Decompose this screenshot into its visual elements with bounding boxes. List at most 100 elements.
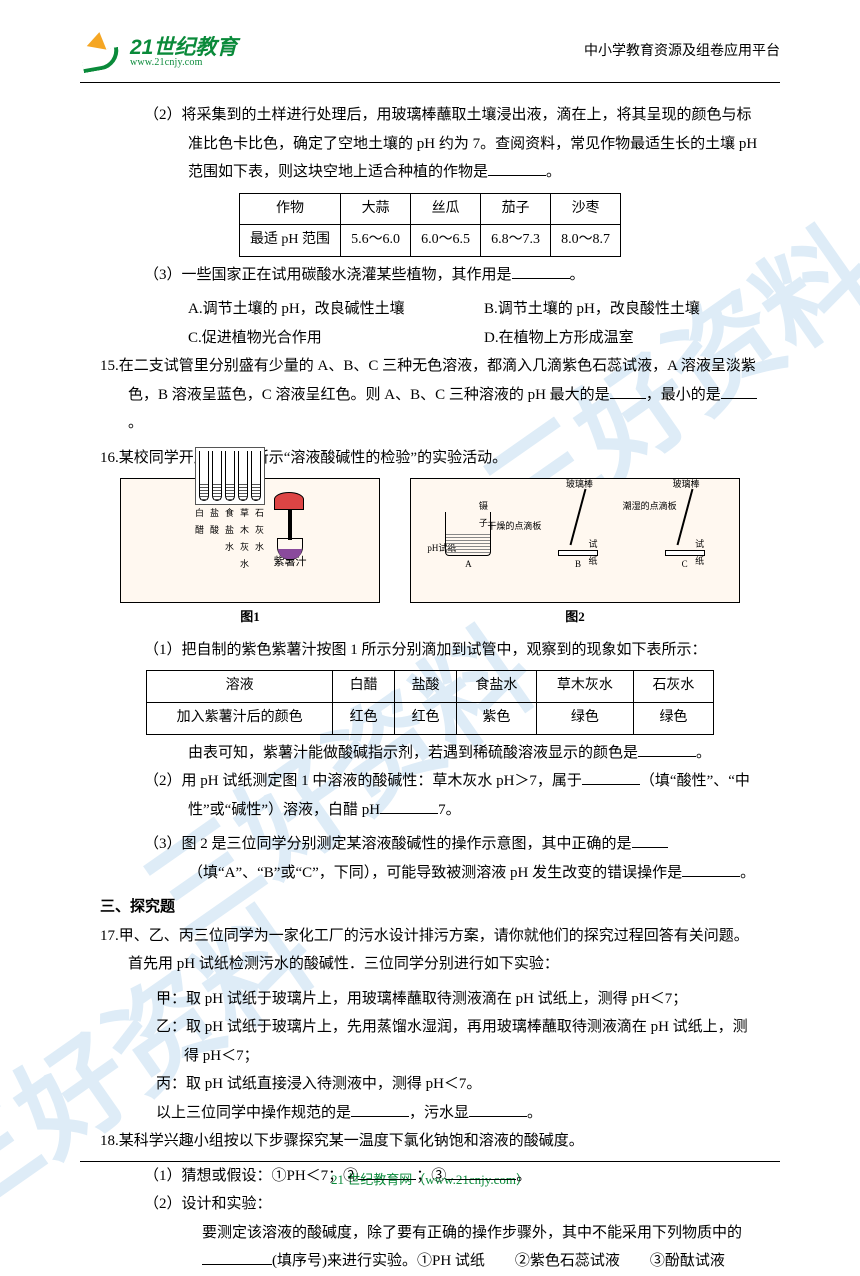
blank (721, 384, 757, 399)
q17-tail: 以上三位同学中操作规范的是 ，污水显 。 (100, 1099, 760, 1128)
blank (582, 770, 640, 785)
table-cell: 白醋 (333, 671, 395, 703)
option-d: D.在植物上方形成温室 (484, 324, 760, 353)
text: （1）猜想或假设：①PH＜7；② (144, 1168, 358, 1184)
setup-b: 玻璃棒 试纸 B (558, 488, 598, 573)
text: 。 (696, 745, 711, 761)
table-cell: 石灰水 (634, 671, 714, 703)
test-tubes-icon (195, 447, 265, 505)
blank (512, 264, 570, 279)
table-cell: 绿色 (634, 702, 714, 734)
text: 。 (527, 1105, 542, 1121)
table-cell: 丝瓜 (411, 193, 481, 225)
q17-yi: 乙：取 pH 试纸于玻璃片上，先用蒸馏水湿润，再用玻璃棒蘸取待测液滴在 pH 试… (128, 1013, 760, 1070)
paper-label: 试纸 (695, 536, 705, 570)
q16-figures: 白醋 盐酸 食盐水 草木灰水 石灰水 紫薯汁 (100, 478, 760, 630)
glass-rod-label: 玻璃棒 (566, 476, 593, 493)
table-cell: 加入紫薯汁后的颜色 (147, 702, 333, 734)
q17-bing: 丙：取 pH 试纸直接浸入待测液中，测得 pH＜7。 (100, 1070, 760, 1099)
text: 。 (546, 164, 561, 180)
table-cell: 大蒜 (341, 193, 411, 225)
text: （3）图 2 是三位同学分别测定某溶液酸碱性的操作示意图，其中正确的是 (144, 836, 632, 852)
table-cell: 草木灰水 (536, 671, 633, 703)
logo: 21世纪教育 www.21cnjy.com (80, 30, 237, 74)
funnel-icon (274, 492, 306, 552)
table-cell: 盐酸 (395, 671, 457, 703)
table-cell: 作物 (239, 193, 340, 225)
blank (682, 862, 740, 877)
q15: 15.在二支试管里分别盛有少量的 A、B、C 三种无色溶液，都滴入几滴紫色石蕊试… (100, 352, 760, 438)
figure-1: 白醋 盐酸 食盐水 草木灰水 石灰水 紫薯汁 (120, 478, 380, 630)
q17-jia: 甲：取 pH 试纸于玻璃片上，用玻璃棒蘸取待测液滴在 pH 试纸上，测得 pH＜… (100, 985, 760, 1014)
blank (488, 161, 546, 176)
q14-sub3-options: A.调节土壤的 pH，改良碱性土壤 B.调节土壤的 pH，改良酸性土壤 C.促进… (100, 295, 760, 352)
text: 。 (740, 865, 755, 881)
logo-title: 21世纪教育 (130, 37, 237, 58)
fig2-caption: 图2 (410, 605, 740, 630)
document-body: （2）将采集到的土样进行处理后，用玻璃棒蘸取土壤浸出液，滴在上，将其呈现的颜色与… (0, 101, 860, 1276)
q14-sub2: （2）将采集到的土样进行处理后，用玻璃棒蘸取土壤浸出液，滴在上，将其呈现的颜色与… (144, 101, 760, 187)
blank (358, 1165, 416, 1180)
table-cell: 红色 (333, 702, 395, 734)
tube-label: 盐酸 (209, 505, 221, 573)
option-b: B.调节土壤的 pH，改良酸性土壤 (484, 295, 760, 324)
fig1-caption: 图1 (120, 605, 380, 630)
table-cell: 食盐水 (457, 671, 537, 703)
tube-label: 石灰水 (254, 505, 266, 573)
option-a: A.调节土壤的 pH，改良碱性土壤 (188, 295, 464, 324)
text: (填序号)来进行实验。①PH 试纸 ②紫色石蕊试液 ③酚酞试液 (272, 1253, 725, 1269)
blank (610, 384, 646, 399)
q14-crop-table: 作物 大蒜 丝瓜 茄子 沙枣 最适 pH 范围 5.6～6.0 6.0～6.5 … (239, 193, 621, 257)
table-row: 最适 pH 范围 5.6～6.0 6.0～6.5 6.8～7.3 8.0～8.7 (239, 225, 620, 257)
page-header: 21世纪教育 www.21cnjy.com 中小学教育资源及组卷应用平台 (0, 0, 860, 82)
table-cell: 6.0～6.5 (411, 225, 481, 257)
text: 由表可知，紫薯汁能做酸碱指示剂，若遇到稀硫酸溶液显示的颜色是 (188, 745, 638, 761)
q18-sub2-text: 要测定该溶液的酸碱度，除了要有正确的操作步骤外，其中不能采用下列物质中的 (填序… (100, 1219, 760, 1276)
logo-icon (80, 30, 124, 74)
wet-label: 潮湿的点滴板 (623, 498, 677, 515)
label-a: A (465, 556, 472, 573)
label-c: C (682, 556, 688, 573)
section-3-title: 三、探究题 (100, 893, 760, 922)
setup-a: 镊子 干燥的点滴板 pH试纸 A (445, 512, 491, 573)
text: 以上三位同学中操作规范的是 (156, 1105, 351, 1121)
text: （填“A”、“B”或“C”，下同），可能导致被测溶液 pH 发生改变的错误操作是 (188, 865, 682, 881)
text: （2）用 pH 试纸测定图 1 中溶液的酸碱性：草木灰水 pH＞7，属于 (144, 773, 582, 789)
blank (638, 742, 696, 757)
table-row: 溶液 白醋 盐酸 食盐水 草木灰水 石灰水 (147, 671, 714, 703)
table-cell: 溶液 (147, 671, 333, 703)
blank (380, 799, 438, 814)
q15-text-b: ，最小的是 (646, 387, 721, 403)
tube-label: 白醋 (194, 505, 206, 573)
q16-sub1: （1）把自制的紫色紫薯汁按图 1 所示分别滴加到试管中，观察到的现象如下表所示： (144, 636, 760, 665)
text: ；③ (416, 1168, 446, 1184)
q17-intro: 17.甲、乙、丙三位同学为一家化工厂的污水设计排污方案，请你就他们的探究过程回答… (100, 922, 760, 979)
q16-sub1-table: 溶液 白醋 盐酸 食盐水 草木灰水 石灰水 加入紫薯汁后的颜色 红色 红色 紫色… (146, 670, 714, 734)
table-cell: 5.6～6.0 (341, 225, 411, 257)
q18-intro: 18.某科学兴趣小组按以下步骤探究某一温度下氯化钠饱和溶液的酸碱度。 (100, 1127, 760, 1156)
table-cell: 红色 (395, 702, 457, 734)
q18-sub2-title: （2）设计和实验： (144, 1190, 760, 1219)
table-cell: 绿色 (536, 702, 633, 734)
table-cell: 6.8～7.3 (481, 225, 551, 257)
text: 。 (516, 1168, 531, 1184)
blank (446, 1165, 516, 1180)
header-rule (80, 82, 780, 83)
tube-label: 食盐水 (224, 505, 236, 573)
q14-sub2-text: （2）将采集到的土样进行处理后，用玻璃棒蘸取土壤浸出液，滴在上，将其呈现的颜色与… (144, 107, 757, 180)
blank (469, 1102, 527, 1117)
table-cell: 沙枣 (551, 193, 621, 225)
text: 。 (570, 267, 585, 283)
text: ，污水显 (409, 1105, 469, 1121)
text: 要测定该溶液的酸碱度，除了要有正确的操作步骤外，其中不能采用下列物质中的 (202, 1225, 742, 1241)
logo-url: www.21cnjy.com (130, 58, 237, 68)
blank (202, 1250, 272, 1265)
option-c: C.促进植物光合作用 (188, 324, 464, 353)
q14-sub3: （3）一些国家正在试用碳酸水浇灌某些植物，其作用是。 (144, 261, 760, 290)
label-b: B (575, 556, 581, 573)
dry-label: 干燥的点滴板 (487, 518, 541, 535)
glass-rod-label: 玻璃棒 (673, 476, 700, 493)
table-row: 作物 大蒜 丝瓜 茄子 沙枣 (239, 193, 620, 225)
q15-text-c: 。 (128, 415, 143, 431)
q16-sub3: （3）图 2 是三位同学分别测定某溶液酸碱性的操作示意图，其中正确的是 （填“A”… (144, 830, 760, 887)
